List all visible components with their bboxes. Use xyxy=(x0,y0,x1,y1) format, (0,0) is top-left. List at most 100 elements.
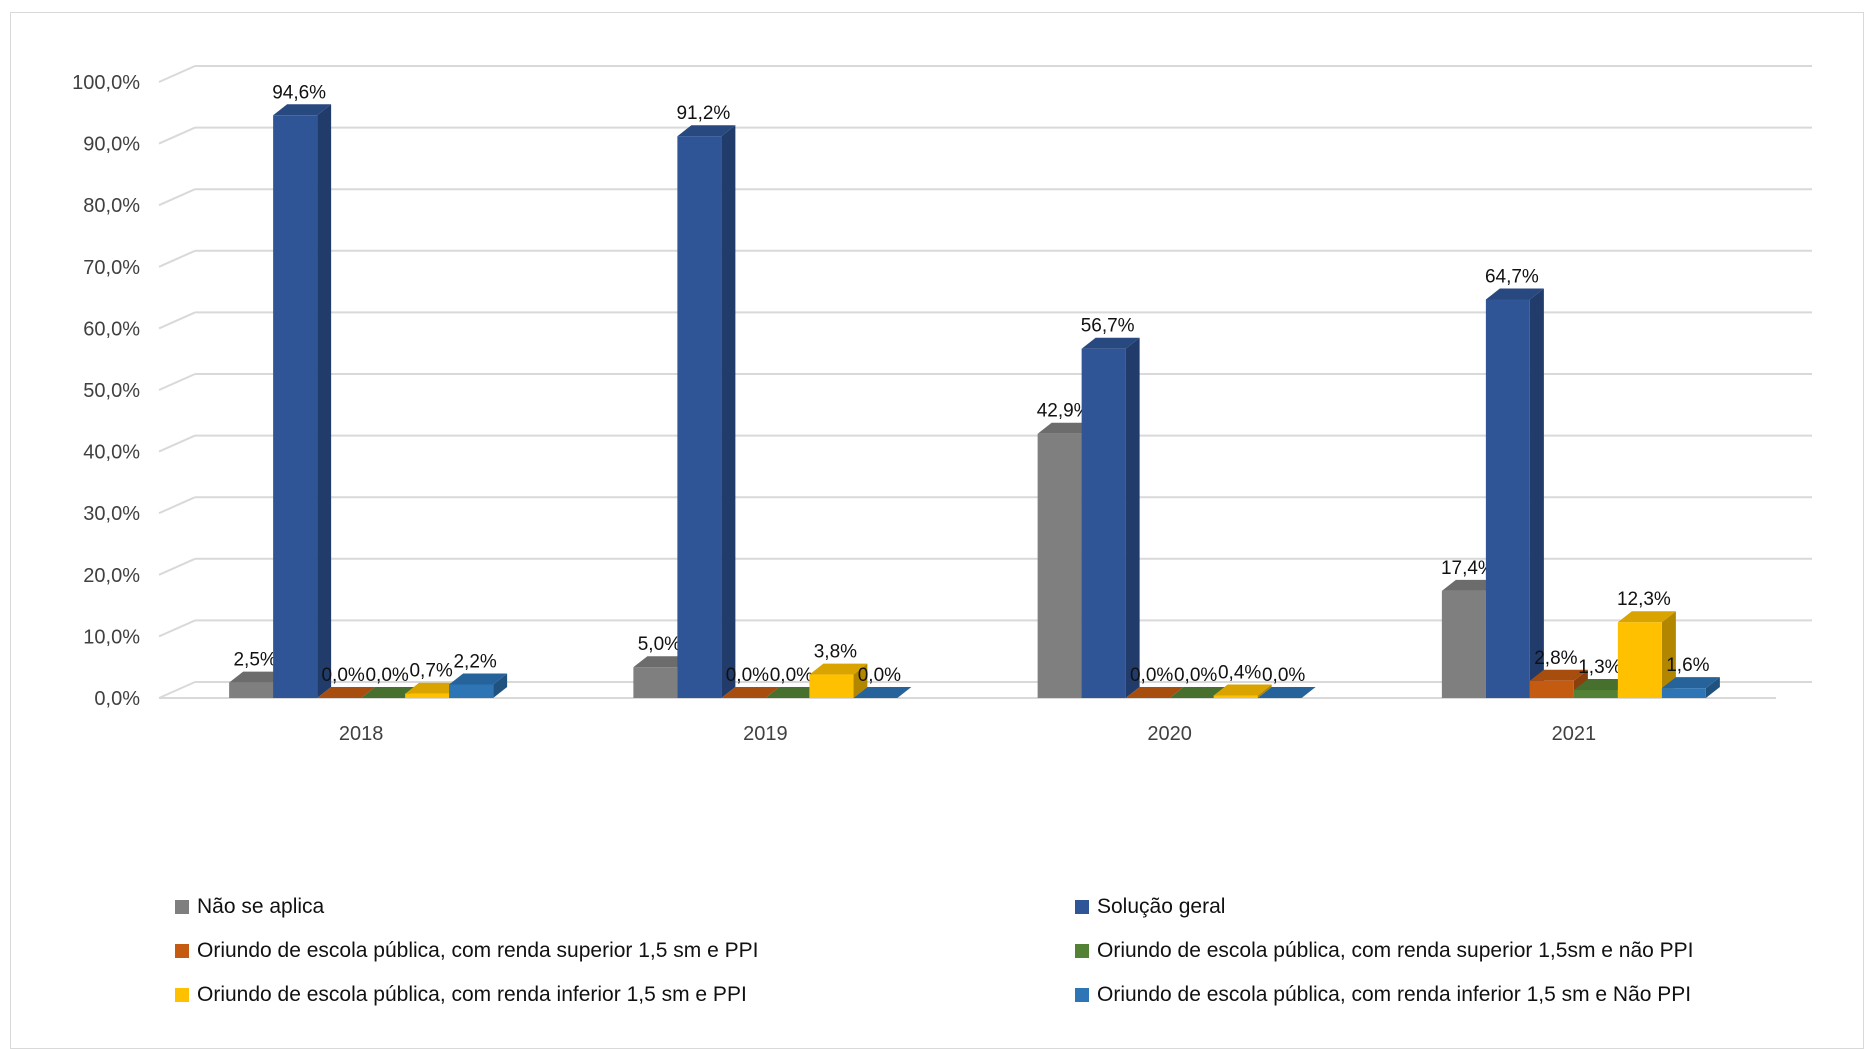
gridline-side xyxy=(158,619,196,638)
bar xyxy=(809,674,854,698)
bar-side xyxy=(853,663,868,698)
gridline-side xyxy=(158,681,196,699)
bar-side xyxy=(317,104,332,699)
data-label: 2,8% xyxy=(1534,648,1577,669)
data-label: 3,8% xyxy=(814,642,857,663)
bar-top xyxy=(1169,687,1228,698)
data-label: 0,0% xyxy=(321,665,364,686)
legend-item: Oriundo de escola pública, com renda sup… xyxy=(175,939,1075,963)
data-label: 94,6% xyxy=(272,82,326,103)
legend-label: Oriundo de escola pública, com renda inf… xyxy=(1097,983,1692,1006)
bar-side xyxy=(1705,677,1720,698)
legend-item: Não se aplica xyxy=(175,895,1075,919)
bar-top xyxy=(1529,669,1588,681)
legend-swatch xyxy=(175,944,189,958)
bar-top xyxy=(853,687,912,698)
data-label: 0,0% xyxy=(1174,665,1217,686)
legend-swatch xyxy=(1075,944,1089,958)
gridline-side xyxy=(158,557,196,576)
data-label: 17,4% xyxy=(1441,558,1495,579)
legend-swatch xyxy=(175,988,189,1002)
y-tick-label: 100,0% xyxy=(72,72,140,94)
data-label: 0,0% xyxy=(365,665,408,686)
data-label: 0,7% xyxy=(409,661,452,682)
x-tick-label: 2019 xyxy=(743,723,788,745)
data-label: 12,3% xyxy=(1617,589,1671,610)
bar xyxy=(1485,299,1530,698)
bar-top xyxy=(1573,678,1632,690)
data-label: 0,0% xyxy=(1130,665,1173,686)
data-label: 91,2% xyxy=(676,103,730,124)
gridline-side xyxy=(158,65,196,83)
bar xyxy=(273,115,318,699)
bar xyxy=(1081,348,1126,698)
bar-side xyxy=(1661,611,1676,698)
bar-top xyxy=(1037,422,1096,434)
bar-top xyxy=(765,687,824,698)
y-tick-label: 40,0% xyxy=(83,442,140,464)
bar-top xyxy=(633,656,692,668)
y-tick-label: 50,0% xyxy=(83,380,140,402)
bar-top xyxy=(405,682,464,694)
bar xyxy=(405,693,450,698)
legend-label: Solução geral xyxy=(1097,895,1226,918)
bar-top xyxy=(809,663,868,675)
bar-top xyxy=(317,687,376,698)
legend: Não se aplica Solução geral Oriundo de esc… xyxy=(175,895,1775,1007)
bar-side xyxy=(1125,337,1140,698)
legend-item: Solução geral xyxy=(1075,895,1775,919)
legend-label: Oriundo de escola pública, com renda sup… xyxy=(197,939,759,962)
x-tick-label: 2021 xyxy=(1552,723,1597,745)
bar xyxy=(1573,689,1618,698)
y-tick-label: 20,0% xyxy=(83,565,140,587)
bar-top xyxy=(1257,687,1316,698)
y-tick-label: 10,0% xyxy=(83,626,140,648)
bar-top xyxy=(361,687,420,698)
data-label: 5,0% xyxy=(638,634,681,655)
gridline-side xyxy=(158,373,196,391)
data-label: 0,0% xyxy=(1262,665,1305,686)
bar-top xyxy=(1081,337,1140,349)
bar-top xyxy=(1617,611,1676,623)
bar xyxy=(633,667,678,698)
y-tick-label: 90,0% xyxy=(83,134,140,156)
data-label: 0,4% xyxy=(1218,663,1261,684)
data-label: 2,2% xyxy=(453,651,496,672)
data-label: 0,0% xyxy=(858,665,901,686)
gridline-side xyxy=(158,188,196,207)
legend-label: Oriundo de escola pública, com renda inf… xyxy=(197,983,747,1006)
data-label: 1,6% xyxy=(1666,655,1709,676)
legend-item: Oriundo de escola pública, com renda inf… xyxy=(1075,983,1775,1007)
bar-side xyxy=(721,125,736,698)
bar-top xyxy=(449,673,508,685)
gridline-side xyxy=(158,496,196,515)
bar-top xyxy=(229,671,288,683)
data-label: 0,0% xyxy=(726,665,769,686)
x-tick-label: 2018 xyxy=(339,723,384,745)
y-tick-label: 80,0% xyxy=(83,195,140,217)
bar-top xyxy=(1441,579,1500,591)
legend-label: Oriundo de escola pública, com renda sup… xyxy=(1097,939,1694,962)
legend-label: Não se aplica xyxy=(197,895,325,918)
legend-item: Oriundo de escola pública, com renda sup… xyxy=(1075,939,1775,963)
gridline-side xyxy=(158,434,196,453)
bar-side xyxy=(1257,684,1272,698)
bar xyxy=(1617,622,1662,698)
x-tick-label: 2020 xyxy=(1147,723,1192,745)
data-label: 42,9% xyxy=(1037,401,1091,422)
data-label: 1,3% xyxy=(1578,657,1621,678)
bar-top xyxy=(1661,677,1720,689)
data-label: 0,0% xyxy=(770,665,813,686)
y-tick-label: 60,0% xyxy=(83,318,140,340)
bar-top xyxy=(1125,687,1184,698)
bar-side xyxy=(1529,288,1544,698)
bar-top xyxy=(721,687,780,698)
data-label: 2,5% xyxy=(233,650,276,671)
bar xyxy=(677,136,722,698)
bar-top xyxy=(1485,288,1544,300)
y-tick-label: 70,0% xyxy=(83,257,140,279)
data-label: 56,7% xyxy=(1081,316,1135,337)
legend-swatch xyxy=(1075,900,1089,914)
y-tick-label: 0,0% xyxy=(94,688,140,710)
